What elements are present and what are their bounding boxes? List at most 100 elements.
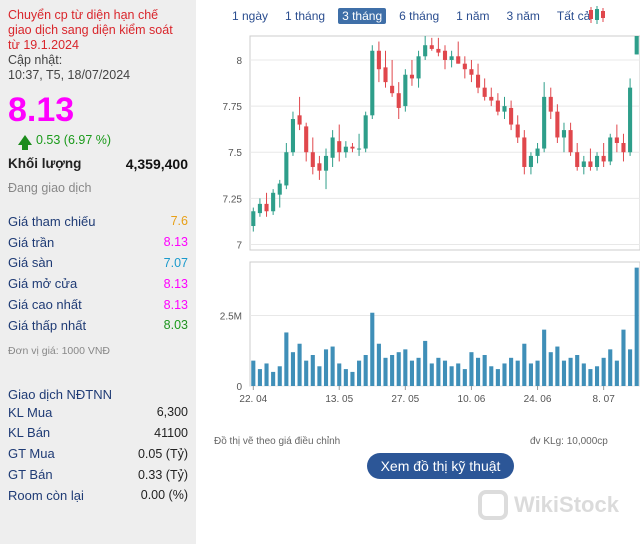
volume-bar: [390, 355, 395, 386]
current-price: 8.13: [8, 91, 75, 129]
candle-body: [383, 67, 388, 83]
price-tick-label: 7.25: [223, 194, 243, 205]
volume-bar: [284, 332, 289, 386]
x-tick-label: 22. 04: [239, 394, 267, 405]
volume-bar: [376, 343, 381, 386]
volume-bar: [409, 360, 414, 386]
watermark: WikiStock: [478, 490, 619, 520]
price-stats: Giá tham chiếu 7.6 Giá trần 8.13 Giá sàn 7.07…: [8, 211, 188, 336]
candle-body: [317, 163, 322, 171]
range-tab[interactable]: 1 ngày: [232, 9, 269, 23]
candle-body: [290, 119, 296, 153]
volume-bar: [396, 352, 401, 386]
foreign-label: GT Bán: [8, 467, 53, 483]
foreign-value: 41100: [154, 425, 188, 440]
stock-info-panel: Chuyển cp từ diện hạn chế giao dịch sang…: [0, 0, 196, 544]
volume-bar: [495, 369, 500, 386]
watermark-text: WikiStock: [514, 492, 619, 517]
volume-label: Khối lượng: [8, 156, 82, 171]
volume-unit-note: đv KLg: 10,000cp: [530, 436, 608, 447]
volume-bar: [357, 360, 362, 386]
volume-bar: [429, 363, 434, 386]
stat-row: Giá tham chiếu 7.6: [8, 211, 188, 232]
volume-bar: [423, 340, 428, 386]
candle-body: [390, 85, 395, 94]
candle-body: [396, 93, 401, 108]
range-tab[interactable]: 3 năm: [506, 9, 540, 23]
updated-time: 10:37, T5, 18/07/2024: [8, 68, 131, 82]
volume-bar: [621, 329, 626, 386]
x-tick-label: 10. 06: [458, 394, 486, 405]
price-change-row: 0.53 (6.97 %): [8, 133, 188, 150]
range-tab[interactable]: 1 tháng: [285, 9, 326, 23]
volume-tick-label: 0: [236, 382, 242, 393]
volume-bar: [628, 349, 633, 386]
volume-bar: [403, 349, 408, 386]
notice-line: giao dịch sang diện kiểm soát: [8, 23, 173, 37]
range-tab[interactable]: 3 tháng: [338, 8, 387, 24]
volume-bar: [456, 363, 461, 386]
foreign-value: 6,300: [156, 405, 188, 420]
volume-bar: [297, 343, 302, 386]
candle-body: [489, 96, 494, 101]
candle-body: [416, 56, 421, 79]
range-tab[interactable]: 6 tháng: [399, 9, 440, 23]
candle-body: [449, 56, 454, 60]
candle-body: [608, 137, 613, 162]
candle-body: [509, 107, 514, 125]
stat-label: Giá trần: [8, 234, 55, 250]
price-tick-label: 7: [236, 240, 242, 251]
volume-bar: [528, 363, 533, 386]
candle-body: [323, 155, 329, 171]
candle-body: [350, 146, 355, 149]
volume-bar: [264, 363, 269, 386]
volume-bar: [436, 357, 441, 386]
stock-chart[interactable]: 7 7.25 7.5 7.75 8 0 2.5M 22. 04 13. 05 27. 05 10. …: [196, 30, 640, 410]
foreign-row: KL Mua 6,300: [8, 402, 188, 423]
stat-label: Giá tham chiếu: [8, 213, 96, 229]
candle-body: [423, 45, 428, 57]
foreign-label: KL Mua: [8, 404, 53, 420]
volume-bar: [449, 366, 454, 386]
volume-tick-label: 2.5M: [220, 312, 242, 323]
candle-body: [634, 36, 639, 55]
candle-body: [561, 130, 567, 138]
volume-bar: [542, 329, 547, 386]
stat-row: Giá trần 8.13: [8, 232, 188, 253]
price-unit-note: Đơn vị giá: 1000 VNĐ: [8, 344, 111, 357]
volume-bar: [509, 357, 514, 386]
candle-body: [442, 50, 448, 60]
volume-bar: [442, 360, 448, 386]
volume-bar: [323, 349, 329, 386]
candle-body: [370, 50, 375, 116]
candle-body: [337, 141, 342, 153]
price-tick-label: 8: [236, 56, 242, 67]
candle-body: [502, 106, 507, 112]
foreign-row: Room còn lại 0.00 (%): [8, 485, 188, 506]
candle-body: [297, 115, 302, 125]
foreign-label: GT Mua: [8, 446, 55, 462]
chart-footnote: Đồ thị vẽ theo giá điều chỉnh: [214, 436, 341, 447]
technical-chart-button[interactable]: Xem đồ thị kỹ thuật: [367, 453, 514, 479]
volume-bar: [555, 346, 560, 386]
volume-bar: [608, 349, 613, 386]
candle-body: [363, 115, 368, 149]
candlestick-chart-icon[interactable]: [586, 4, 608, 26]
candle-body: [535, 148, 540, 156]
range-tab[interactable]: Tất cả: [556, 9, 591, 23]
stat-row: Giá sàn 7.07: [8, 253, 188, 274]
volume-bar: [502, 363, 507, 386]
volume-bar: [343, 369, 348, 386]
foreign-value: 0.00 (%): [140, 488, 188, 503]
trading-status: Đang giao dịch: [8, 181, 92, 195]
notice-line: từ 19.1.2024: [8, 38, 79, 52]
volume-bar: [522, 343, 527, 386]
range-tab[interactable]: 1 năm: [456, 9, 490, 23]
candle-body: [515, 124, 520, 138]
volume-bar: [251, 360, 256, 386]
candle-body: [271, 192, 276, 212]
volume-bar: [581, 363, 586, 386]
candle-body: [495, 100, 500, 112]
candle-body: [476, 74, 481, 88]
volume-bar: [568, 357, 573, 386]
